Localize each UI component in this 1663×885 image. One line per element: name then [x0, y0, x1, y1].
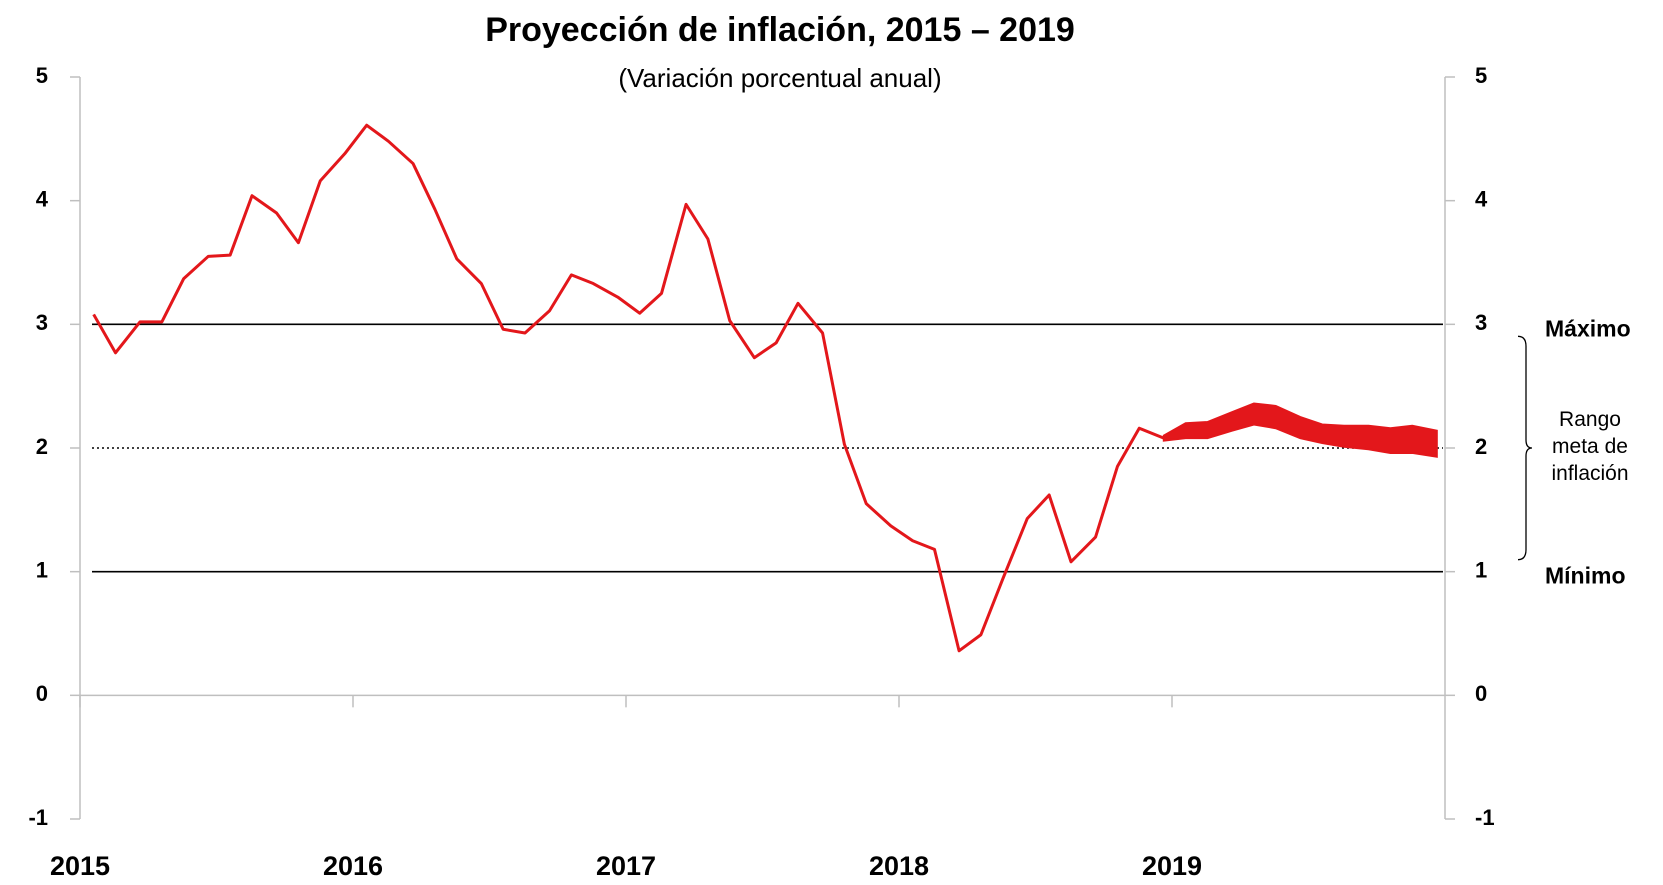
reference-label: Mínimo	[1545, 563, 1626, 589]
line-series	[92, 123, 1165, 653]
range-brace	[1517, 335, 1533, 561]
x-tick-label: 2018	[869, 851, 929, 881]
y-tick-label: 1	[36, 557, 48, 582]
y2-tick-label: -1	[1475, 805, 1495, 830]
y-tick-label: 5	[36, 63, 48, 88]
y2-tick-label: 3	[1475, 310, 1487, 335]
y-tick-label: 4	[36, 186, 49, 211]
x-tick-label: 2017	[596, 851, 656, 881]
x-tick-label: 2015	[50, 851, 110, 881]
x-tick-label: 2016	[323, 851, 383, 881]
y-tick-label: 0	[36, 681, 48, 706]
forecast-band	[1162, 402, 1438, 458]
y2-tick-label: 2	[1475, 434, 1487, 459]
y-tick-label: 2	[36, 434, 48, 459]
range-label: Rango meta de inflación	[1551, 408, 1629, 485]
chart-subtitle: (Variación porcentual anual)	[618, 63, 941, 93]
y2-tick-label: 4	[1475, 186, 1488, 211]
reference-label: Máximo	[1545, 315, 1631, 341]
y-tick-label: -1	[28, 805, 48, 830]
chart-title: Proyección de inflación, 2015 – 2019	[485, 11, 1075, 49]
y2-tick-label: 5	[1475, 63, 1487, 88]
y2-tick-label: 1	[1475, 557, 1487, 582]
x-tick-label: 2019	[1142, 851, 1202, 881]
y2-tick-label: 0	[1475, 681, 1487, 706]
y-tick-label: 3	[36, 310, 48, 335]
